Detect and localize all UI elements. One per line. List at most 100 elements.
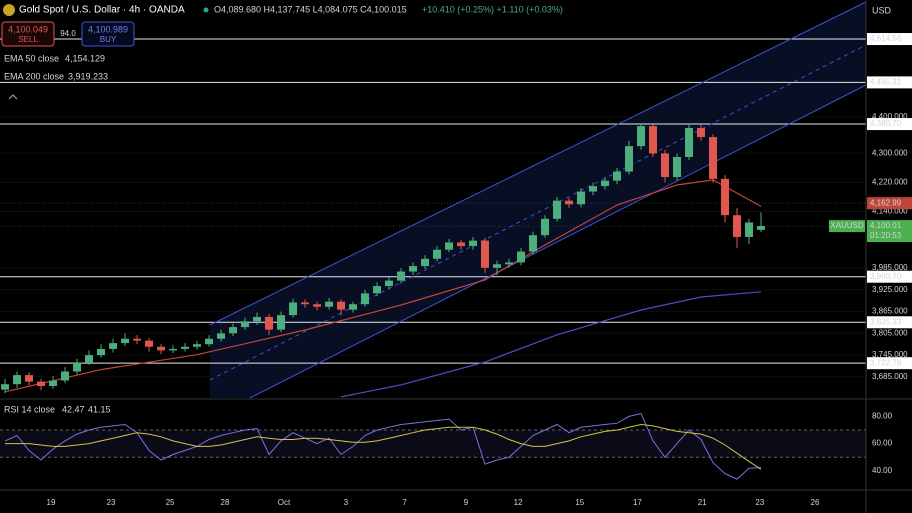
candle-body — [589, 186, 598, 192]
x-tick-label: Oct — [278, 498, 291, 507]
candle-body — [37, 381, 46, 387]
candle-body — [217, 333, 226, 339]
candle-body — [469, 240, 478, 247]
x-tick-label: 23 — [107, 498, 116, 507]
y-tick-label: 3,745.000 — [872, 350, 908, 359]
countdown: 01:20:53 — [870, 231, 902, 240]
level-label: 4,614.56 — [870, 34, 902, 43]
x-tick-label: 23 — [755, 498, 764, 507]
candle-body — [601, 180, 610, 187]
candle-body — [625, 146, 634, 172]
x-tick-label: 26 — [811, 498, 820, 507]
candle-body — [493, 264, 502, 268]
sell-button[interactable] — [1, 21, 55, 47]
y-tick-label: 3,865.000 — [872, 307, 908, 316]
legend-name: EMA 200 close — [4, 71, 64, 81]
rsi-title: RSI 14 close — [4, 404, 55, 414]
candle-body — [169, 348, 178, 351]
x-tick-label: 15 — [575, 498, 584, 507]
candle-body — [661, 153, 670, 178]
buy-price: 4,100.989 — [88, 24, 128, 34]
legend-value: 4,154.129 — [65, 53, 105, 63]
candle-body — [109, 343, 118, 349]
candle-body — [85, 355, 94, 363]
currency: USD — [872, 5, 892, 15]
legend-name: EMA 50 close — [4, 53, 59, 63]
candle-body — [97, 348, 106, 356]
rsi-tick-label: 80.00 — [872, 411, 893, 420]
grid — [0, 38, 866, 378]
y-tick-label: 4,220.000 — [872, 178, 908, 187]
channel-fill — [210, 2, 866, 398]
y-tick-label: 3,685.000 — [872, 372, 908, 381]
candle-body — [397, 271, 406, 281]
channel-mid — [209, 44, 867, 381]
candle-body — [421, 258, 430, 267]
rsi-line — [4, 413, 762, 480]
candle-body — [265, 316, 274, 330]
symbol: Gold Spot / U.S. Dollar · 4h · OANDA — [19, 5, 185, 16]
candle-body — [565, 200, 574, 205]
level-tag — [867, 118, 912, 131]
x-tick-label: 7 — [402, 498, 407, 507]
x-tick-label: 12 — [514, 498, 523, 507]
candle-body — [733, 215, 742, 237]
spread: 94.0 — [60, 29, 76, 38]
candle-body — [517, 251, 526, 263]
level-label: 4,495.31 — [870, 78, 902, 87]
candle-body — [577, 191, 586, 205]
candle-body — [709, 137, 718, 179]
candle-body — [277, 315, 286, 330]
candle-body — [229, 327, 238, 334]
symbol-tag-label: XAUUSD — [830, 221, 864, 230]
candle-body — [301, 302, 310, 305]
candle-body — [745, 222, 754, 237]
y-tick-label: 3,805.000 — [872, 328, 908, 337]
candle-body — [373, 286, 382, 294]
candle-body — [385, 280, 394, 287]
buy-button[interactable] — [81, 21, 135, 47]
candle-body — [205, 338, 214, 345]
candle-body — [541, 218, 550, 236]
candle-body — [193, 344, 202, 347]
collapse-icon[interactable] — [8, 94, 18, 100]
y-tick-label: 3,985.000 — [872, 263, 908, 272]
candle-body — [505, 262, 514, 265]
y-tick-label: 4,300.000 — [872, 148, 908, 157]
plot — [0, 123, 866, 480]
x-tick-label: 25 — [166, 498, 175, 507]
candle-body — [649, 126, 658, 154]
candle-body — [457, 242, 466, 247]
candle-body — [25, 375, 34, 382]
candle-body — [529, 235, 538, 252]
x-tick-label: 17 — [633, 498, 642, 507]
y-tick-label: 4,140.000 — [872, 207, 908, 216]
candle-body — [181, 346, 190, 349]
candle-body — [325, 301, 334, 307]
candle-body — [361, 293, 370, 305]
channel-lower — [249, 84, 867, 399]
candle-body — [409, 266, 418, 272]
ohlc: O4,089.680 H4,137.745 L4,084.075 C4,100.… — [214, 4, 407, 14]
candle-body — [157, 346, 166, 351]
buy-label: BUY — [100, 35, 117, 44]
x-tick-label: 9 — [464, 498, 469, 507]
candle-body — [337, 301, 346, 310]
symbol-logo — [3, 4, 15, 16]
ema-line — [340, 291, 762, 398]
candle-body — [133, 338, 142, 341]
candle-body — [433, 249, 442, 259]
candle-body — [697, 127, 706, 138]
level-tag — [867, 316, 912, 329]
x-tick-label: 3 — [344, 498, 349, 507]
price-tag-label: 4,162.99 — [870, 198, 902, 207]
level-label: 3,835.33 — [870, 317, 902, 326]
x-tick-label: 21 — [698, 498, 707, 507]
candle-body — [313, 304, 322, 307]
candle-body — [145, 340, 154, 347]
price-tag — [867, 220, 912, 243]
rsi-value: 42.47 — [62, 404, 85, 414]
candle-body — [553, 200, 562, 219]
candle-body — [13, 375, 22, 385]
